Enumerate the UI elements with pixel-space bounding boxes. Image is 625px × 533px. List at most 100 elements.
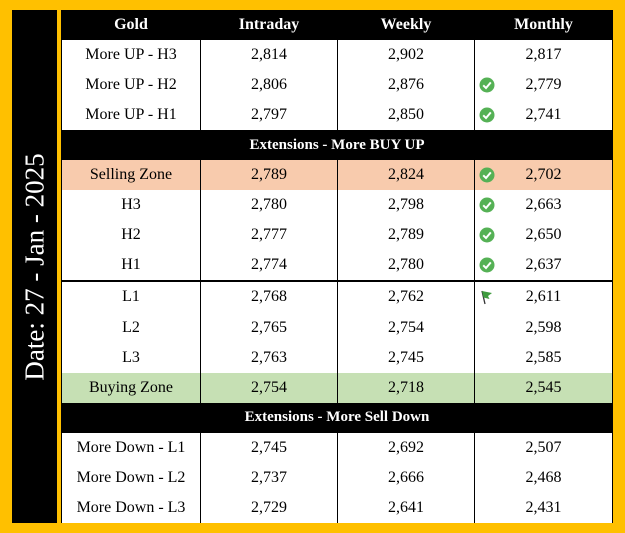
cell-text: 2,780: [251, 196, 287, 214]
level-value: 2,737: [200, 462, 338, 493]
data-row: More UP - H1 2,797 2,850 2,741: [61, 100, 613, 131]
level-value: 2,789: [337, 220, 475, 251]
level-value: 2,754: [337, 312, 475, 343]
cell-text: 2,468: [525, 468, 562, 486]
cell-text: 2,798: [388, 196, 424, 214]
level-value: 2,850: [337, 100, 475, 131]
level-value: 2,876: [337, 70, 475, 101]
check-icon: [479, 227, 495, 243]
cell-text: 2,806: [251, 76, 287, 94]
level-value: 2,797: [200, 100, 338, 131]
check-icon: [479, 77, 495, 93]
cell-text: 2,729: [251, 498, 287, 516]
cell-text: 2,641: [388, 498, 424, 516]
cell-text: More Down - L2: [76, 468, 186, 486]
cell-text: Buying Zone: [89, 378, 173, 396]
cell-text: 2,718: [388, 378, 424, 396]
cell-text: 2,902: [388, 46, 424, 64]
level-value: 2,798: [337, 190, 475, 221]
data-row: More UP - H2 2,806 2,876 2,779: [61, 70, 613, 101]
date-band: Date: 27 - Jan - 2025: [12, 10, 57, 523]
level-name: L1: [61, 280, 201, 313]
cell-text: More UP - H1: [85, 106, 177, 124]
section-title: Extensions - More BUY UP: [61, 130, 613, 161]
cell-text: 2,754: [388, 318, 424, 336]
header-row: Gold Intraday Weekly Monthly: [61, 10, 613, 41]
level-name: More Down - L3: [61, 492, 201, 523]
level-value: 2,692: [337, 432, 475, 463]
level-value: 2,729: [200, 492, 338, 523]
cell-text: 2,789: [388, 226, 424, 244]
data-row: L1 2,768 2,762 2,611: [61, 280, 613, 313]
level-value: 2,789: [200, 160, 338, 191]
cell-text: H1: [121, 256, 141, 274]
cell-text: 2,765: [251, 318, 287, 336]
cell-text: 2,817: [525, 46, 562, 64]
check-icon: [479, 167, 495, 183]
level-value: 2,902: [337, 40, 475, 71]
date-label: Date: 27 - Jan - 2025: [19, 152, 49, 381]
level-name: More Down - L1: [61, 432, 201, 463]
cell-text: 2,637: [525, 256, 562, 274]
level-value: 2,806: [200, 70, 338, 101]
level-value: 2,663: [474, 190, 613, 221]
data-row: L2 2,765 2,754 2,598: [61, 312, 613, 343]
level-name: Selling Zone: [61, 160, 201, 191]
cell-text: 2,797: [251, 106, 287, 124]
level-value: 2,824: [337, 160, 475, 191]
section-title: Extensions - More Sell Down: [61, 402, 613, 433]
cell-text: 2,876: [388, 76, 424, 94]
level-value: 2,745: [337, 342, 475, 373]
cell-text: 2,507: [525, 438, 562, 456]
level-name: H2: [61, 220, 201, 251]
levels-table: Gold Intraday Weekly Monthly More UP - H3 2,8…: [61, 10, 613, 523]
level-value: 2,774: [200, 250, 338, 282]
level-value: 2,754: [200, 372, 338, 403]
data-row: More Down - L1 2,745 2,692 2,507: [61, 432, 613, 463]
level-value: 2,545: [474, 372, 613, 403]
check-icon: [479, 197, 495, 213]
cell-text: L2: [122, 318, 140, 336]
data-row: More UP - H3 2,814 2,902 2,817: [61, 40, 613, 71]
header-cell: Weekly: [337, 10, 475, 41]
data-row: More Down - L3 2,729 2,641 2,431: [61, 492, 613, 523]
level-value: 2,641: [337, 492, 475, 523]
header-cell: Gold: [61, 10, 201, 41]
cell-text: Selling Zone: [89, 166, 173, 184]
level-value: 2,763: [200, 342, 338, 373]
check-icon: [479, 257, 495, 273]
cell-text: 2,745: [251, 438, 287, 456]
level-value: 2,765: [200, 312, 338, 343]
level-name: More UP - H1: [61, 100, 201, 131]
header-cell: Intraday: [200, 10, 338, 41]
level-value: 2,650: [474, 220, 613, 251]
cell-text: 2,611: [525, 288, 562, 306]
section-row: Extensions - More Sell Down: [61, 402, 613, 433]
cell-text: 2,650: [525, 226, 562, 244]
cell-text: 2,763: [251, 348, 287, 366]
level-value: 2,814: [200, 40, 338, 71]
cell-text: 2,774: [251, 256, 287, 274]
cell-text: 2,789: [251, 166, 287, 184]
cell-text: 2,824: [388, 166, 424, 184]
cell-text: L3: [122, 348, 140, 366]
level-value: 2,507: [474, 432, 613, 463]
cell-text: More Down - L3: [76, 498, 186, 516]
level-value: 2,741: [474, 100, 613, 131]
level-name: L3: [61, 342, 201, 373]
flag-icon: [481, 291, 492, 305]
cell-text: More UP - H3: [85, 46, 177, 64]
level-name: More UP - H3: [61, 40, 201, 71]
cell-text: H3: [121, 196, 141, 214]
level-name: H3: [61, 190, 201, 221]
level-value: 2,666: [337, 462, 475, 493]
cell-text: More Down - L1: [76, 438, 186, 456]
data-row: H2 2,777 2,789 2,650: [61, 220, 613, 251]
level-name: More Down - L2: [61, 462, 201, 493]
level-value: 2,780: [200, 190, 338, 221]
cell-text: 2,814: [251, 46, 287, 64]
level-value: 2,598: [474, 312, 613, 343]
cell-text: 2,779: [525, 76, 562, 94]
cell-text: Extensions - More BUY UP: [249, 136, 425, 153]
